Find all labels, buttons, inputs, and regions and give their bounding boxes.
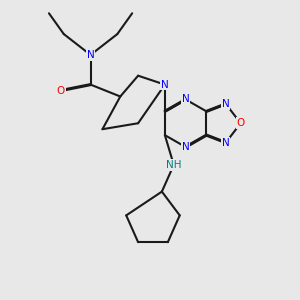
- Text: N: N: [161, 80, 169, 90]
- Text: O: O: [236, 118, 245, 128]
- Text: N: N: [222, 99, 230, 109]
- Text: NH: NH: [166, 160, 182, 170]
- Text: N: N: [87, 50, 94, 60]
- Text: O: O: [57, 85, 65, 96]
- Text: N: N: [182, 94, 190, 104]
- Text: N: N: [222, 138, 230, 148]
- Text: N: N: [182, 142, 190, 152]
